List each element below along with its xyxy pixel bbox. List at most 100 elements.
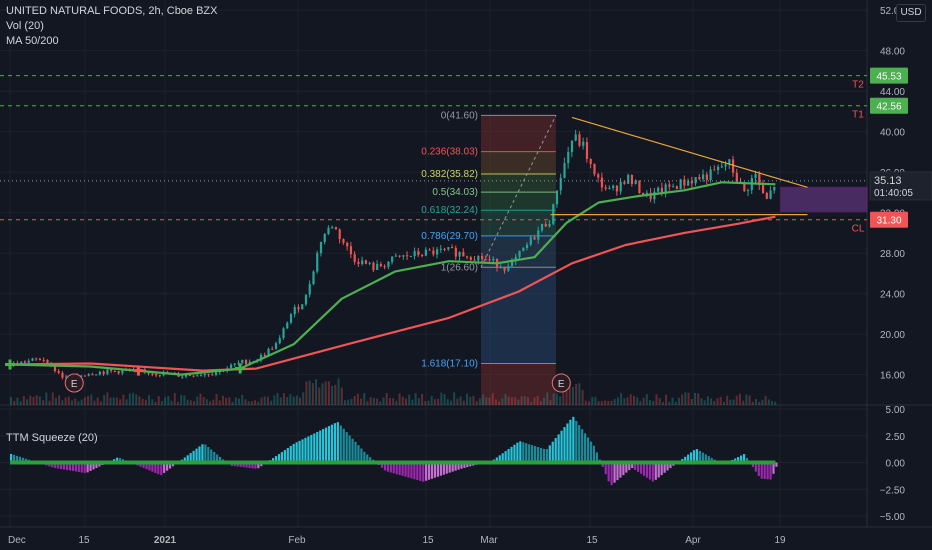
candle-body bbox=[368, 262, 371, 264]
volume-bar bbox=[597, 401, 600, 405]
volume-bar bbox=[257, 401, 260, 405]
squeeze-bar bbox=[430, 462, 434, 479]
candle-body bbox=[612, 185, 615, 188]
squeeze-bar bbox=[322, 429, 325, 463]
squeeze-bar bbox=[239, 462, 242, 467]
squeeze-bar bbox=[313, 433, 316, 463]
fib-trend-line bbox=[480, 115, 557, 268]
squeeze-bar bbox=[528, 444, 531, 463]
volume-bar bbox=[176, 401, 179, 405]
squeeze-bar bbox=[436, 462, 440, 477]
candle-body bbox=[27, 360, 30, 363]
candle-body bbox=[507, 266, 510, 271]
squeeze-bar bbox=[357, 445, 360, 463]
volume-bar bbox=[353, 396, 356, 405]
volume-bar bbox=[504, 393, 507, 405]
price-tick-3: 40.00 bbox=[880, 128, 905, 139]
candle-body bbox=[185, 375, 188, 377]
volume-bar bbox=[74, 398, 77, 405]
volume-bar bbox=[761, 399, 764, 405]
squeeze-bar bbox=[742, 454, 746, 463]
candle-body bbox=[110, 369, 113, 371]
candle-body bbox=[447, 247, 450, 250]
volume-bar bbox=[99, 401, 102, 405]
squeeze-bar bbox=[422, 462, 425, 482]
fib-band-extension bbox=[480, 363, 556, 405]
volume-bar bbox=[462, 400, 465, 405]
volume-bar bbox=[238, 398, 240, 405]
volume-bar bbox=[591, 397, 594, 405]
volume-bar bbox=[536, 395, 539, 405]
candle-body bbox=[544, 224, 547, 227]
volume-bar bbox=[241, 394, 244, 405]
squeeze-bar bbox=[51, 462, 54, 468]
squeeze-bar bbox=[292, 443, 295, 463]
volume-bar bbox=[517, 399, 520, 405]
candle-body bbox=[61, 372, 64, 378]
squeeze-bar bbox=[760, 462, 763, 479]
candle-body bbox=[379, 264, 383, 267]
volume-bar bbox=[244, 399, 247, 405]
squeeze-bar bbox=[363, 451, 366, 463]
volume-bar bbox=[568, 383, 571, 405]
candle-body bbox=[627, 175, 630, 184]
volume-bar bbox=[51, 392, 54, 405]
volume-bar bbox=[604, 400, 607, 405]
candle-body bbox=[349, 246, 353, 255]
level-badge-text-t2: 45.53 bbox=[876, 72, 901, 83]
candle-body bbox=[376, 264, 379, 271]
candle-body bbox=[338, 229, 341, 240]
candle-body bbox=[241, 360, 244, 363]
candle-body bbox=[458, 252, 461, 257]
candle-body bbox=[151, 373, 154, 375]
squeeze-bar bbox=[463, 462, 466, 468]
squeeze-bar bbox=[18, 456, 22, 463]
squeeze-bar bbox=[601, 462, 604, 467]
squeeze-bar bbox=[77, 462, 80, 472]
level-badge-text-t1: 42.56 bbox=[876, 102, 901, 113]
squeeze-bar bbox=[766, 462, 769, 480]
squeeze-bar bbox=[439, 462, 442, 476]
candle-body bbox=[417, 251, 420, 256]
squeeze-bar bbox=[695, 449, 699, 463]
squeeze-bar bbox=[245, 462, 248, 468]
volume-bar bbox=[430, 396, 433, 405]
squeeze-bar bbox=[277, 454, 281, 463]
triangle-upper bbox=[571, 116, 808, 188]
level-badge-text-cl: 31.30 bbox=[876, 216, 901, 227]
squeeze-bar bbox=[65, 462, 69, 471]
candle-body bbox=[578, 134, 581, 146]
volume-bar bbox=[13, 400, 16, 405]
squeeze-bar bbox=[648, 462, 651, 480]
volume-bar bbox=[626, 397, 629, 405]
candle-body bbox=[65, 376, 68, 378]
volume-bar bbox=[616, 397, 619, 405]
squeeze-bar bbox=[433, 462, 437, 478]
volume-bar bbox=[555, 393, 558, 405]
squeeze-bar bbox=[628, 462, 631, 471]
volume-bar bbox=[109, 397, 112, 405]
candle-body bbox=[563, 163, 566, 178]
candle-body bbox=[473, 259, 476, 261]
candle-body bbox=[593, 163, 596, 175]
squeeze-bar bbox=[195, 448, 198, 463]
squeeze-bar bbox=[71, 462, 75, 472]
volume-bar bbox=[466, 393, 468, 405]
volume-bar bbox=[106, 392, 109, 405]
currency-badge[interactable]: USD bbox=[896, 4, 926, 22]
squeeze-tick-2: 0.00 bbox=[886, 459, 906, 470]
volume-bar bbox=[613, 398, 616, 405]
volume-bar bbox=[128, 393, 131, 405]
squeeze-bar bbox=[86, 462, 89, 473]
volume-bar bbox=[119, 399, 122, 405]
candle-body bbox=[289, 314, 293, 323]
ma50-line bbox=[9, 181, 776, 376]
volume-bar bbox=[295, 395, 298, 405]
volume-bar bbox=[485, 397, 488, 405]
volume-bar bbox=[527, 397, 530, 405]
squeeze-bar bbox=[531, 445, 534, 463]
candle-body bbox=[488, 259, 491, 261]
volume-bar bbox=[629, 394, 632, 405]
squeeze-bar bbox=[704, 454, 707, 463]
